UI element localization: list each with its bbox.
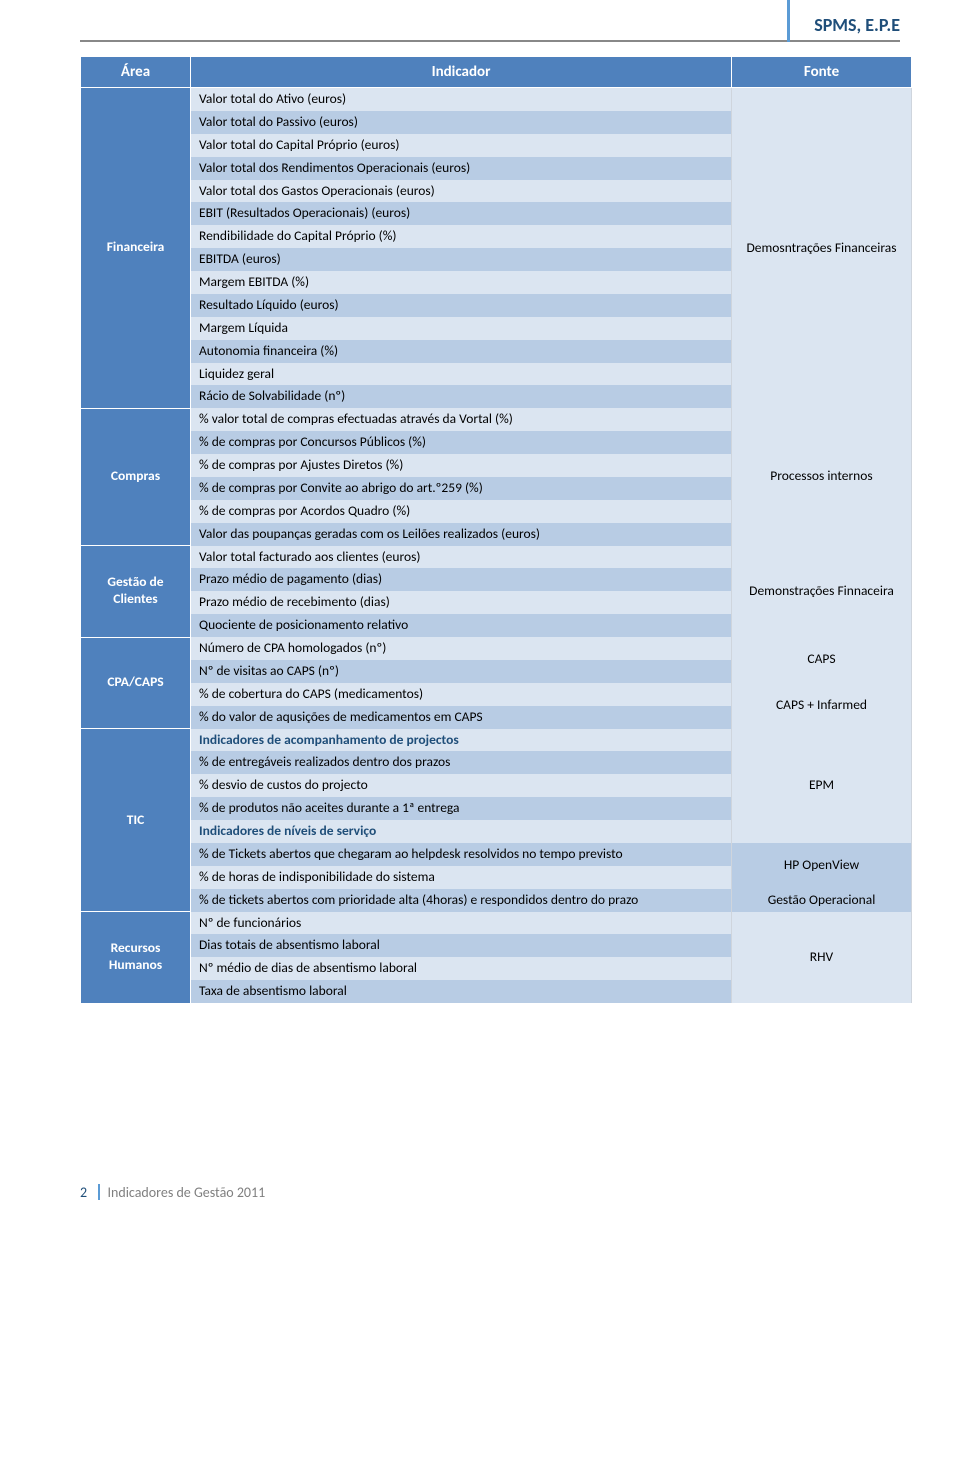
- indicator-cell: % do valor de aqusições de medicamentos …: [191, 706, 732, 729]
- indicator-cell: Indicadores de acompanhamento de project…: [191, 729, 732, 752]
- indicator-cell: Taxa de absentismo laboral: [191, 980, 732, 1003]
- indicator-cell: Rácio de Solvabilidade (nº): [191, 385, 732, 408]
- indicator-cell: % valor total de compras efectuadas atra…: [191, 408, 732, 431]
- fonte-cell: Gestão Operacional: [732, 889, 912, 912]
- area-cell: Recursos Humanos: [81, 912, 191, 1004]
- indicator-cell: Quociente de posicionamento relativo: [191, 614, 732, 637]
- table-row: Recursos HumanosNº de funcionáriosRHV: [81, 912, 912, 935]
- indicator-cell: Valor total do Ativo (euros): [191, 88, 732, 111]
- indicator-cell: Valor total dos Rendimentos Operacionais…: [191, 157, 732, 180]
- indicator-cell: Indicadores de níveis de serviço: [191, 820, 732, 843]
- footer-title: Indicadores de Gestão 2011: [107, 1184, 265, 1201]
- table-row: Compras% valor total de compras efectuad…: [81, 408, 912, 431]
- indicator-cell: % desvio de custos do projecto: [191, 774, 732, 797]
- indicators-table-wrap: Área Indicador Fonte FinanceiraValor tot…: [80, 56, 912, 1004]
- area-cell: Gestão de Clientes: [81, 546, 191, 638]
- indicator-cell: % de horas de indisponibilidade do siste…: [191, 866, 732, 889]
- table-header-row: Área Indicador Fonte: [81, 57, 912, 88]
- fonte-cell: Demosntrações Financeiras: [732, 88, 912, 409]
- table-row: % de tickets abertos com prioridade alta…: [81, 889, 912, 912]
- indicator-cell: % de compras por Concursos Públicos (%): [191, 431, 732, 454]
- area-cell: Financeira: [81, 88, 191, 409]
- col-area: Área: [81, 57, 191, 88]
- indicator-cell: Autonomia financeira (%): [191, 340, 732, 363]
- col-fonte: Fonte: [732, 57, 912, 88]
- area-cell: CPA/CAPS: [81, 637, 191, 729]
- col-indicador: Indicador: [191, 57, 732, 88]
- table-row: CPA/CAPSNúmero de CPA homologados (nº)CA…: [81, 637, 912, 660]
- fonte-cell: CAPS: [732, 637, 912, 683]
- table-row: Gestão de ClientesValor total facturado …: [81, 546, 912, 569]
- header-rule: [80, 40, 900, 42]
- fonte-cell: EPM: [732, 729, 912, 843]
- indicator-cell: Valor das poupanças geradas com os Leilõ…: [191, 523, 732, 546]
- indicator-cell: Número de CPA homologados (nº): [191, 637, 732, 660]
- indicator-cell: Prazo médio de pagamento (dias): [191, 568, 732, 591]
- fonte-cell: RHV: [732, 912, 912, 1004]
- page-header: SPMS, E.P.E: [0, 0, 960, 40]
- table-row: FinanceiraValor total do Ativo (euros)De…: [81, 88, 912, 111]
- indicator-cell: Valor total do Capital Próprio (euros): [191, 134, 732, 157]
- indicators-table: Área Indicador Fonte FinanceiraValor tot…: [80, 56, 912, 1004]
- fonte-cell: CAPS + Infarmed: [732, 683, 912, 729]
- indicator-cell: Dias totais de absentismo laboral: [191, 934, 732, 957]
- indicator-cell: % de compras por Convite ao abrigo do ar…: [191, 477, 732, 500]
- indicator-cell: EBIT (Resultados Operacionais) (euros): [191, 202, 732, 225]
- org-name: SPMS, E.P.E: [814, 14, 900, 36]
- table-row: TICIndicadores de acompanhamento de proj…: [81, 729, 912, 752]
- indicator-cell: Nº médio de dias de absentismo laboral: [191, 957, 732, 980]
- fonte-cell: Demonstrações Finnaceira: [732, 546, 912, 638]
- indicator-cell: % de entregáveis realizados dentro dos p…: [191, 751, 732, 774]
- indicator-cell: % de tickets abertos com prioridade alta…: [191, 889, 732, 912]
- indicator-cell: % de produtos não aceites durante a 1ª e…: [191, 797, 732, 820]
- indicator-cell: Rendibilidade do Capital Próprio (%): [191, 225, 732, 248]
- page-footer: 2 Indicadores de Gestão 2011: [80, 1184, 960, 1201]
- indicator-cell: Valor total facturado aos clientes (euro…: [191, 546, 732, 569]
- header-accent-bar: [787, 0, 790, 42]
- table-row: % de cobertura do CAPS (medicamentos)CAP…: [81, 683, 912, 706]
- indicator-cell: Margem EBITDA (%): [191, 271, 732, 294]
- fonte-cell: HP OpenView: [732, 843, 912, 889]
- fonte-cell: Processos internos: [732, 408, 912, 545]
- footer-accent-bar: [98, 1184, 100, 1200]
- indicator-cell: EBITDA (euros): [191, 248, 732, 271]
- indicator-cell: Liquidez geral: [191, 363, 732, 386]
- indicator-cell: Resultado Líquido (euros): [191, 294, 732, 317]
- area-cell: Compras: [81, 408, 191, 545]
- indicator-cell: Valor total dos Gastos Operacionais (eur…: [191, 180, 732, 203]
- indicator-cell: Nº de visitas ao CAPS (nº): [191, 660, 732, 683]
- indicator-cell: % de cobertura do CAPS (medicamentos): [191, 683, 732, 706]
- indicator-cell: % de Tickets abertos que chegaram ao hel…: [191, 843, 732, 866]
- indicator-cell: Nº de funcionários: [191, 912, 732, 935]
- indicator-cell: Prazo médio de recebimento (dias): [191, 591, 732, 614]
- indicator-cell: % de compras por Ajustes Diretos (%): [191, 454, 732, 477]
- area-cell: TIC: [81, 729, 191, 912]
- indicator-cell: Valor total do Passivo (euros): [191, 111, 732, 134]
- indicator-cell: Margem Líquida: [191, 317, 732, 340]
- page-number: 2: [80, 1184, 87, 1201]
- indicator-cell: % de compras por Acordos Quadro (%): [191, 500, 732, 523]
- table-row: % de Tickets abertos que chegaram ao hel…: [81, 843, 912, 866]
